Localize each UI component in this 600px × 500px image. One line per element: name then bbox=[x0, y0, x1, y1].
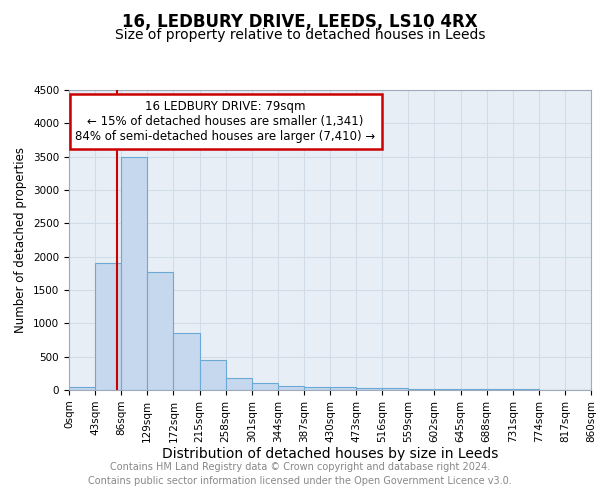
Bar bbox=[461, 389, 487, 390]
Bar bbox=[304, 386, 330, 390]
Bar bbox=[434, 389, 461, 390]
Bar bbox=[278, 386, 304, 390]
Bar bbox=[148, 272, 173, 390]
Bar bbox=[356, 388, 382, 390]
Text: Contains public sector information licensed under the Open Government Licence v3: Contains public sector information licen… bbox=[88, 476, 512, 486]
Text: Contains HM Land Registry data © Crown copyright and database right 2024.: Contains HM Land Registry data © Crown c… bbox=[110, 462, 490, 472]
Bar bbox=[226, 378, 252, 390]
Bar bbox=[409, 388, 434, 390]
Text: 16 LEDBURY DRIVE: 79sqm
← 15% of detached houses are smaller (1,341)
84% of semi: 16 LEDBURY DRIVE: 79sqm ← 15% of detache… bbox=[76, 100, 376, 143]
Text: Size of property relative to detached houses in Leeds: Size of property relative to detached ho… bbox=[115, 28, 485, 42]
Bar bbox=[330, 388, 356, 390]
Bar bbox=[252, 384, 278, 390]
X-axis label: Distribution of detached houses by size in Leeds: Distribution of detached houses by size … bbox=[162, 448, 498, 462]
Y-axis label: Number of detached properties: Number of detached properties bbox=[14, 147, 28, 333]
Bar bbox=[382, 388, 409, 390]
Bar bbox=[69, 386, 95, 390]
Bar bbox=[121, 156, 148, 390]
Bar bbox=[173, 334, 199, 390]
Text: 16, LEDBURY DRIVE, LEEDS, LS10 4RX: 16, LEDBURY DRIVE, LEEDS, LS10 4RX bbox=[122, 12, 478, 30]
Bar bbox=[199, 360, 226, 390]
Bar bbox=[95, 264, 121, 390]
